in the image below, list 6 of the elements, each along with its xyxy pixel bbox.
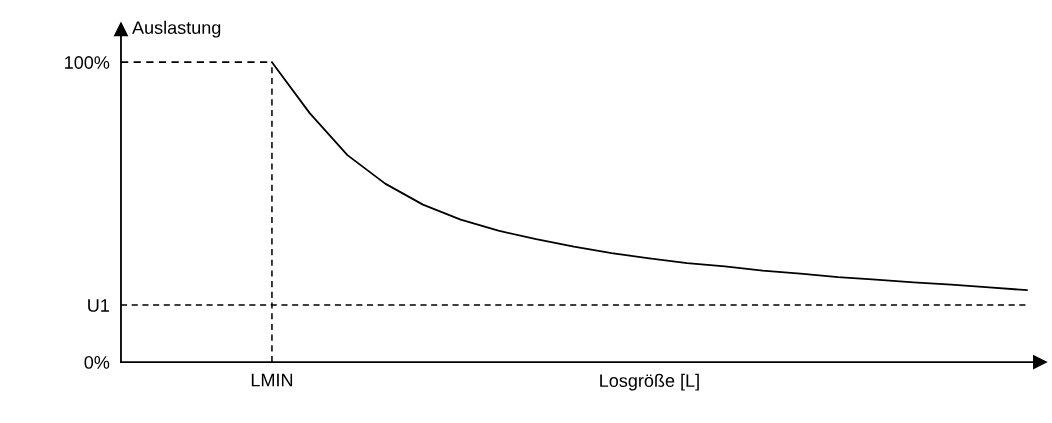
y-tick-label: U1 bbox=[88, 299, 109, 312]
y-tick-label: 100% bbox=[65, 56, 110, 69]
y-axis-title: Auslastung bbox=[132, 20, 221, 38]
y-tick-label: 0% bbox=[84, 356, 110, 369]
x-axis-title: Losgröße [L] bbox=[600, 373, 699, 391]
x-tick-label: LMIN bbox=[251, 373, 293, 387]
